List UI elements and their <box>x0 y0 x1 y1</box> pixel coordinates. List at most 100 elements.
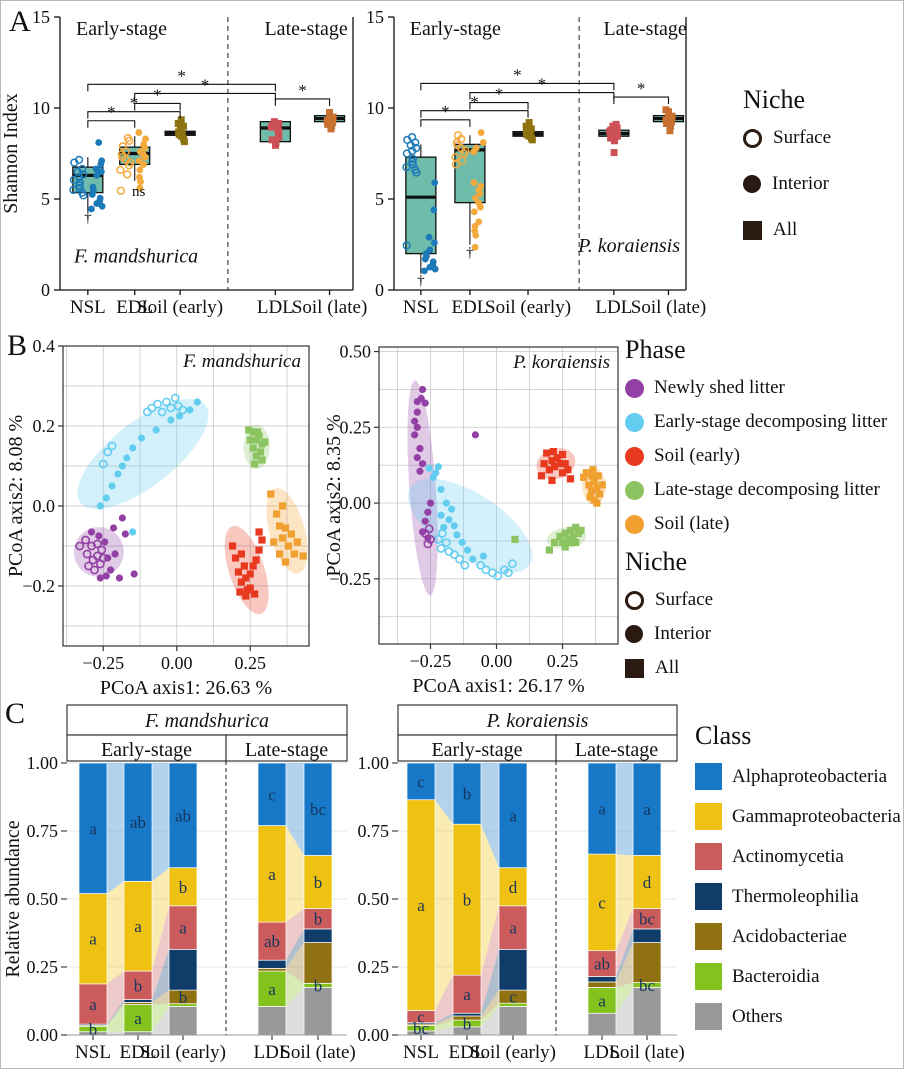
class-color-swatch-icon <box>695 963 722 990</box>
svg-text:d: d <box>643 873 652 892</box>
svg-text:5: 5 <box>375 189 384 209</box>
class-legend-item: Alphaproteobacteria <box>695 763 901 790</box>
open-circle-icon <box>743 128 762 148</box>
phase-legend-items: Newly shed litter Early-stage decomposing… <box>625 377 887 535</box>
svg-text:P. koraiensis: P. koraiensis <box>512 352 610 373</box>
niche-legend-items-b: Surface Interior All <box>625 589 887 679</box>
svg-text:a: a <box>643 800 651 819</box>
svg-text:PCoA axis2: 8.08 %: PCoA axis2: 8.08 % <box>5 415 27 577</box>
svg-text:a: a <box>509 806 517 825</box>
filled-square-icon <box>625 658 644 678</box>
phase-item-label: Late-stage decomposing litter <box>654 479 880 500</box>
phase-legend-title: Phase <box>625 335 686 364</box>
significance-asterisk: * <box>177 66 186 85</box>
class-item-label: Alphaproteobacteria <box>732 765 888 787</box>
svg-text:1.00: 1.00 <box>27 753 59 773</box>
class-color-swatch-icon <box>695 843 722 870</box>
svg-text:b: b <box>463 891 472 910</box>
class-color-swatch-icon <box>695 883 722 910</box>
svg-text:0.50: 0.50 <box>358 889 390 909</box>
svg-text:Early-stage: Early-stage <box>76 18 167 40</box>
niche-item-label: Interior <box>654 623 711 644</box>
class-color-swatch-icon <box>695 1003 722 1030</box>
svg-text:0.00: 0.00 <box>27 1025 59 1045</box>
svg-text:Soil (early): Soil (early) <box>137 297 223 318</box>
svg-text:15: 15 <box>366 7 384 27</box>
niche-item-label: Surface <box>655 589 714 610</box>
svg-text:b: b <box>179 878 188 897</box>
svg-text:LDL: LDL <box>254 1042 291 1063</box>
phase-legend-item: Soil (late) <box>625 513 887 535</box>
svg-text:−0.2: −0.2 <box>22 576 55 596</box>
svg-text:0.75: 0.75 <box>358 821 390 841</box>
niche-legend-title: Niche <box>743 85 806 114</box>
significance-asterisk: * <box>538 75 547 94</box>
svg-text:0.4: 0.4 <box>33 336 56 356</box>
svg-text:−0.25: −0.25 <box>329 569 371 589</box>
niche-legend-item-all: All <box>625 657 887 679</box>
panel-b-label: B <box>7 329 28 362</box>
svg-text:0.25: 0.25 <box>340 417 372 437</box>
niche-legend-item-all: All <box>743 219 831 241</box>
svg-text:a: a <box>268 980 276 999</box>
filled-circle-icon <box>743 175 761 193</box>
svg-text:10: 10 <box>32 98 50 118</box>
phase-color-dot-icon <box>625 412 644 432</box>
svg-text:Soil (early): Soil (early) <box>470 1042 556 1063</box>
svg-text:Shannon Index: Shannon Index <box>0 93 22 214</box>
niche-item-label: All <box>655 657 680 678</box>
phase-item-label: Soil (late) <box>654 513 730 534</box>
svg-text:b: b <box>463 785 472 804</box>
svg-text:0.00: 0.00 <box>481 651 513 671</box>
svg-text:0.00: 0.00 <box>340 493 372 513</box>
svg-text:10: 10 <box>366 98 384 118</box>
svg-text:c: c <box>417 1008 425 1027</box>
class-color-swatch-icon <box>695 923 722 950</box>
svg-text:EDL: EDL <box>449 1042 486 1063</box>
svg-text:F. mandshurica: F. mandshurica <box>73 246 198 268</box>
class-legend-item: Gammaproteobacteria <box>695 803 901 830</box>
svg-text:NSL: NSL <box>403 297 439 318</box>
svg-text:a: a <box>598 991 606 1010</box>
svg-text:PCoA axis2: 8.35 %: PCoA axis2: 8.35 % <box>323 414 345 576</box>
significance-asterisk: * <box>130 94 139 113</box>
phase-legend-item: Soil (early) <box>625 445 887 467</box>
pcoa-scatter-pk: −0.25 0.00 0.25 0.50 0.25 0.00 −0.25 PCoA axis1… <box>323 342 619 697</box>
svg-text:Early-stage: Early-stage <box>410 18 501 40</box>
svg-text:ab: ab <box>264 932 280 951</box>
svg-text:ab: ab <box>130 813 146 832</box>
svg-text:Soil (late): Soil (late) <box>280 1042 355 1063</box>
svg-text:Relative abundance: Relative abundance <box>2 820 24 977</box>
significance-asterisk: * <box>637 79 646 98</box>
phase-color-dot-icon <box>625 480 644 500</box>
svg-text:0: 0 <box>375 280 384 300</box>
svg-text:0.25: 0.25 <box>234 653 266 673</box>
svg-text:0.2: 0.2 <box>33 416 56 436</box>
svg-text:Late-stage: Late-stage <box>603 18 686 40</box>
svg-text:P. koraiensis: P. koraiensis <box>486 710 589 732</box>
svg-text:c: c <box>509 988 517 1007</box>
niche-legend-item-interior: Interior <box>625 623 887 645</box>
svg-text:bc: bc <box>310 800 327 819</box>
class-item-label: Acidobacteriae <box>732 925 847 947</box>
significance-asterisk: * <box>441 102 450 121</box>
niche-item-label: Surface <box>773 127 832 148</box>
svg-text:d: d <box>509 878 518 897</box>
svg-text:1.00: 1.00 <box>358 753 390 773</box>
class-color-swatch-icon <box>695 803 722 830</box>
svg-text:0.75: 0.75 <box>27 821 59 841</box>
svg-text:Soil (late): Soil (late) <box>609 1042 684 1063</box>
svg-text:a: a <box>179 919 187 938</box>
filled-square-icon <box>743 220 762 240</box>
phase-legend-item: Newly shed litter <box>625 377 887 399</box>
svg-text:a: a <box>463 985 471 1004</box>
significance-asterisk: * <box>107 103 116 122</box>
svg-text:†: † <box>417 273 425 289</box>
phase-color-dot-icon <box>625 378 644 398</box>
svg-text:PCoA axis1: 26.63 %: PCoA axis1: 26.63 % <box>100 677 272 699</box>
svg-text:a: a <box>598 800 606 819</box>
class-legend-item: Others <box>695 1003 901 1030</box>
svg-text:b: b <box>314 910 323 929</box>
